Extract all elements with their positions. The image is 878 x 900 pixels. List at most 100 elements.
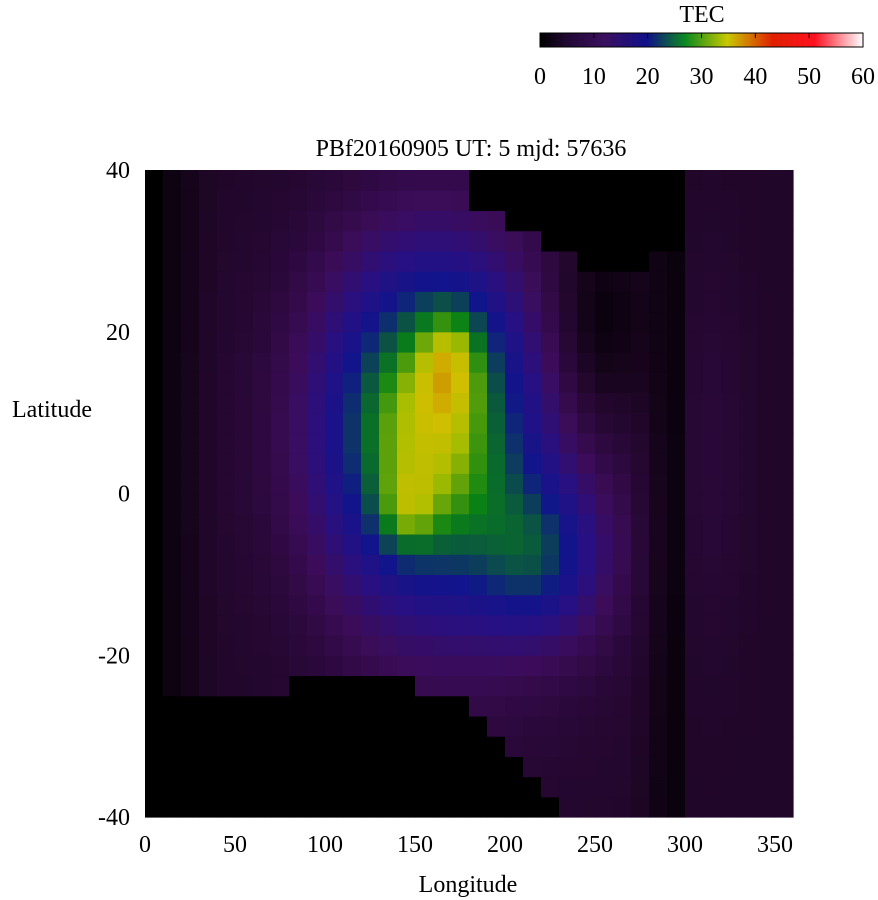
- heatmap-cell: [253, 291, 272, 313]
- heatmap-cell: [235, 291, 254, 313]
- heatmap-cell: [181, 453, 200, 474]
- heatmap-cell: [253, 493, 272, 515]
- heatmap-cell: [613, 776, 632, 798]
- heatmap-cell: [703, 533, 722, 555]
- heatmap-cell: [235, 170, 254, 191]
- heatmap-cell: [469, 311, 488, 333]
- heatmap-cell: [613, 271, 632, 292]
- heatmap-cell: [685, 210, 704, 232]
- heatmap-cell: [559, 594, 578, 616]
- heatmap-cell: [685, 351, 704, 373]
- heatmap-cell: [217, 210, 236, 232]
- heatmap-cell: [397, 614, 416, 636]
- heatmap-cell: [199, 190, 218, 212]
- heatmap-cell: [487, 392, 506, 414]
- heatmap-cell: [289, 372, 308, 394]
- heatmap-cell: [145, 574, 164, 596]
- heatmap-cell: [757, 351, 776, 373]
- heatmap-cell: [469, 331, 488, 353]
- heatmap-cell: [361, 736, 380, 757]
- heatmap-cell: [613, 250, 632, 272]
- heatmap-cell: [199, 271, 218, 292]
- y-tick-label: -20: [98, 643, 130, 669]
- heatmap-cell: [739, 372, 758, 394]
- heatmap-cell: [397, 250, 416, 272]
- heatmap-cell: [343, 453, 362, 474]
- heatmap-cell: [361, 250, 380, 272]
- heatmap-cell: [469, 635, 488, 656]
- heatmap-cell: [217, 271, 236, 292]
- heatmap-cell: [469, 736, 488, 757]
- heatmap-cell: [451, 311, 470, 333]
- y-tick-label: 0: [118, 482, 130, 508]
- heatmap-cell: [235, 311, 254, 333]
- heatmap-cell: [757, 635, 776, 656]
- heatmap-cell: [613, 210, 632, 232]
- heatmap-cell: [307, 170, 326, 191]
- heatmap-cell: [325, 412, 344, 434]
- heatmap-cell: [325, 250, 344, 272]
- heatmap-cell: [757, 533, 776, 555]
- heatmap-cell: [163, 392, 182, 414]
- heatmap-cell: [469, 210, 488, 232]
- heatmap-cell: [721, 493, 740, 515]
- heatmap-cell: [487, 210, 506, 232]
- heatmap-cell: [721, 574, 740, 596]
- heatmap-cell: [487, 331, 506, 353]
- heatmap-cell: [739, 695, 758, 717]
- heatmap-cell: [325, 533, 344, 555]
- heatmap-cell: [217, 351, 236, 373]
- heatmap-cell: [505, 271, 524, 292]
- heatmap-cell: [775, 675, 794, 697]
- heatmap-cell: [703, 635, 722, 656]
- heatmap-cell: [775, 392, 794, 414]
- heatmap-cell: [505, 230, 524, 252]
- heatmap-cell: [685, 453, 704, 474]
- heatmap-cell: [631, 796, 650, 818]
- heatmap-cell: [451, 392, 470, 414]
- heatmap-cell: [343, 493, 362, 515]
- heatmap-cell: [757, 271, 776, 292]
- heatmap-cell: [739, 190, 758, 212]
- heatmap-cell: [163, 412, 182, 434]
- heatmap-cell: [487, 796, 506, 818]
- heatmap-cell: [703, 473, 722, 495]
- heatmap-cell: [397, 574, 416, 596]
- heatmap-cell: [721, 412, 740, 434]
- x-axis-label: Longitude: [419, 872, 518, 898]
- heatmap-cell: [721, 675, 740, 697]
- heatmap-cell: [343, 210, 362, 232]
- heatmap-cell: [163, 170, 182, 191]
- heatmap-cell: [631, 533, 650, 555]
- chart-title: PBf20160905 UT: 5 mjd: 57636: [316, 136, 627, 162]
- heatmap-cell: [325, 432, 344, 454]
- heatmap-cell: [703, 190, 722, 212]
- heatmap-cell: [343, 473, 362, 495]
- heatmap-cell: [541, 776, 560, 798]
- heatmap-cell: [325, 554, 344, 575]
- heatmap-cell: [379, 574, 398, 596]
- heatmap-cell: [739, 756, 758, 778]
- heatmap-cell: [163, 796, 182, 818]
- heatmap-cell: [415, 372, 434, 394]
- heatmap-cell: [397, 291, 416, 313]
- heatmap-cell: [415, 614, 434, 636]
- heatmap-cell: [649, 574, 668, 596]
- heatmap-cell: [631, 594, 650, 616]
- heatmap-cell: [739, 412, 758, 434]
- heatmap-cells: [145, 170, 794, 818]
- heatmap-cell: [523, 635, 542, 656]
- heatmap-cell: [433, 614, 452, 636]
- heatmap-cell: [541, 351, 560, 373]
- heatmap-cell: [415, 291, 434, 313]
- heatmap-cell: [145, 635, 164, 656]
- heatmap-cell: [505, 331, 524, 353]
- heatmap-cell: [775, 331, 794, 353]
- heatmap-cell: [433, 271, 452, 292]
- heatmap-cell: [775, 655, 794, 677]
- heatmap-cell: [595, 453, 614, 474]
- heatmap-cell: [199, 695, 218, 717]
- heatmap-cell: [469, 554, 488, 575]
- heatmap-cell: [721, 695, 740, 717]
- heatmap-cell: [739, 170, 758, 191]
